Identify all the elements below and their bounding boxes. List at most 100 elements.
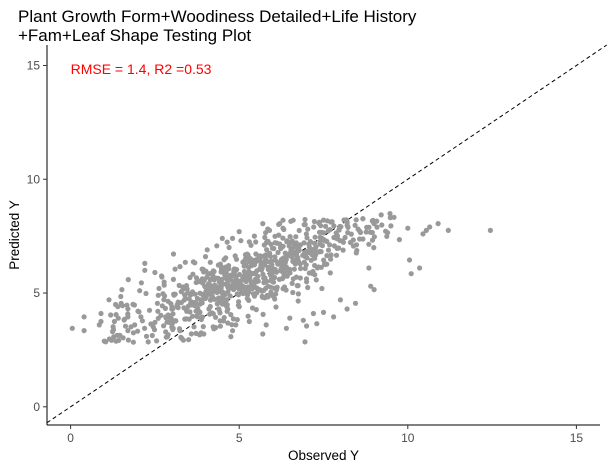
data-point: [324, 253, 330, 259]
data-point: [121, 317, 127, 323]
data-point: [204, 247, 210, 253]
data-point: [210, 311, 216, 317]
data-point: [272, 240, 278, 246]
data-point: [272, 296, 278, 302]
data-point: [337, 297, 343, 303]
data-point: [420, 231, 426, 237]
data-point: [231, 278, 237, 284]
data-point: [287, 315, 293, 321]
points-layer: [69, 211, 493, 345]
data-point: [352, 300, 359, 306]
data-point: [263, 285, 269, 291]
data-point: [300, 317, 306, 323]
data-point: [304, 279, 310, 285]
data-point: [352, 222, 358, 228]
y-tick-label: 0: [33, 400, 40, 414]
data-point: [110, 327, 117, 333]
data-point: [387, 211, 393, 217]
data-point: [199, 276, 205, 282]
data-point: [305, 226, 311, 232]
data-point: [353, 217, 359, 223]
data-point: [261, 280, 267, 286]
data-point: [300, 252, 306, 258]
x-tick-label: 0: [67, 431, 74, 445]
data-point: [290, 289, 296, 296]
y-tick-label: 10: [27, 172, 41, 186]
data-point: [310, 310, 316, 317]
data-point: [276, 221, 282, 227]
data-point: [159, 274, 165, 280]
data-point: [81, 328, 87, 334]
data-point: [124, 302, 130, 308]
data-point: [158, 312, 164, 318]
data-point: [235, 302, 241, 308]
data-point: [350, 237, 356, 243]
data-point: [374, 224, 380, 230]
data-point: [226, 244, 232, 251]
data-point: [246, 265, 252, 271]
data-point: [282, 266, 289, 272]
data-point: [191, 324, 197, 330]
data-point: [125, 337, 131, 343]
data-point: [391, 214, 397, 220]
data-point: [195, 314, 201, 320]
data-point: [69, 325, 75, 331]
data-point: [301, 240, 307, 246]
data-point: [197, 301, 203, 307]
data-point: [162, 293, 168, 299]
data-point: [257, 255, 263, 261]
data-point: [163, 334, 169, 340]
data-point: [207, 271, 213, 277]
data-point: [384, 233, 390, 239]
x-axis-title: Observed Y: [288, 448, 359, 463]
data-point: [262, 234, 268, 240]
data-point: [190, 271, 196, 277]
data-point: [371, 287, 377, 293]
data-point: [320, 309, 327, 315]
reference-line: [46, 44, 608, 424]
data-point: [216, 307, 222, 313]
data-point: [230, 328, 236, 334]
data-point: [353, 250, 359, 256]
data-point: [125, 311, 131, 317]
data-point: [342, 234, 348, 241]
data-point: [219, 235, 225, 241]
data-point: [360, 216, 366, 222]
data-point: [312, 255, 318, 261]
data-point: [328, 219, 334, 225]
data-point: [296, 227, 302, 234]
data-point: [106, 336, 112, 342]
data-point: [168, 301, 174, 307]
data-point: [320, 217, 327, 223]
data-point: [214, 289, 220, 295]
data-point: [353, 242, 360, 248]
data-point: [155, 292, 161, 298]
data-point: [304, 235, 310, 241]
data-point: [103, 339, 109, 345]
data-point: [188, 331, 194, 337]
data-point: [142, 260, 148, 266]
data-point: [214, 243, 220, 249]
data-point: [198, 330, 204, 336]
data-point: [324, 261, 330, 267]
data-point: [229, 322, 235, 328]
data-point: [231, 283, 238, 290]
data-point: [259, 263, 265, 269]
data-point: [296, 247, 302, 253]
data-point: [221, 257, 227, 263]
data-point: [170, 311, 176, 317]
data-point: [314, 321, 320, 327]
data-point: [379, 222, 385, 228]
data-point: [212, 296, 218, 302]
data-point: [280, 235, 286, 241]
data-point: [111, 318, 117, 325]
data-point: [183, 283, 190, 289]
data-point: [487, 227, 493, 233]
data-point: [207, 303, 213, 310]
data-point: [292, 244, 299, 250]
data-point: [227, 293, 233, 299]
data-point: [275, 249, 281, 256]
data-point: [287, 234, 293, 240]
data-point: [178, 300, 184, 306]
